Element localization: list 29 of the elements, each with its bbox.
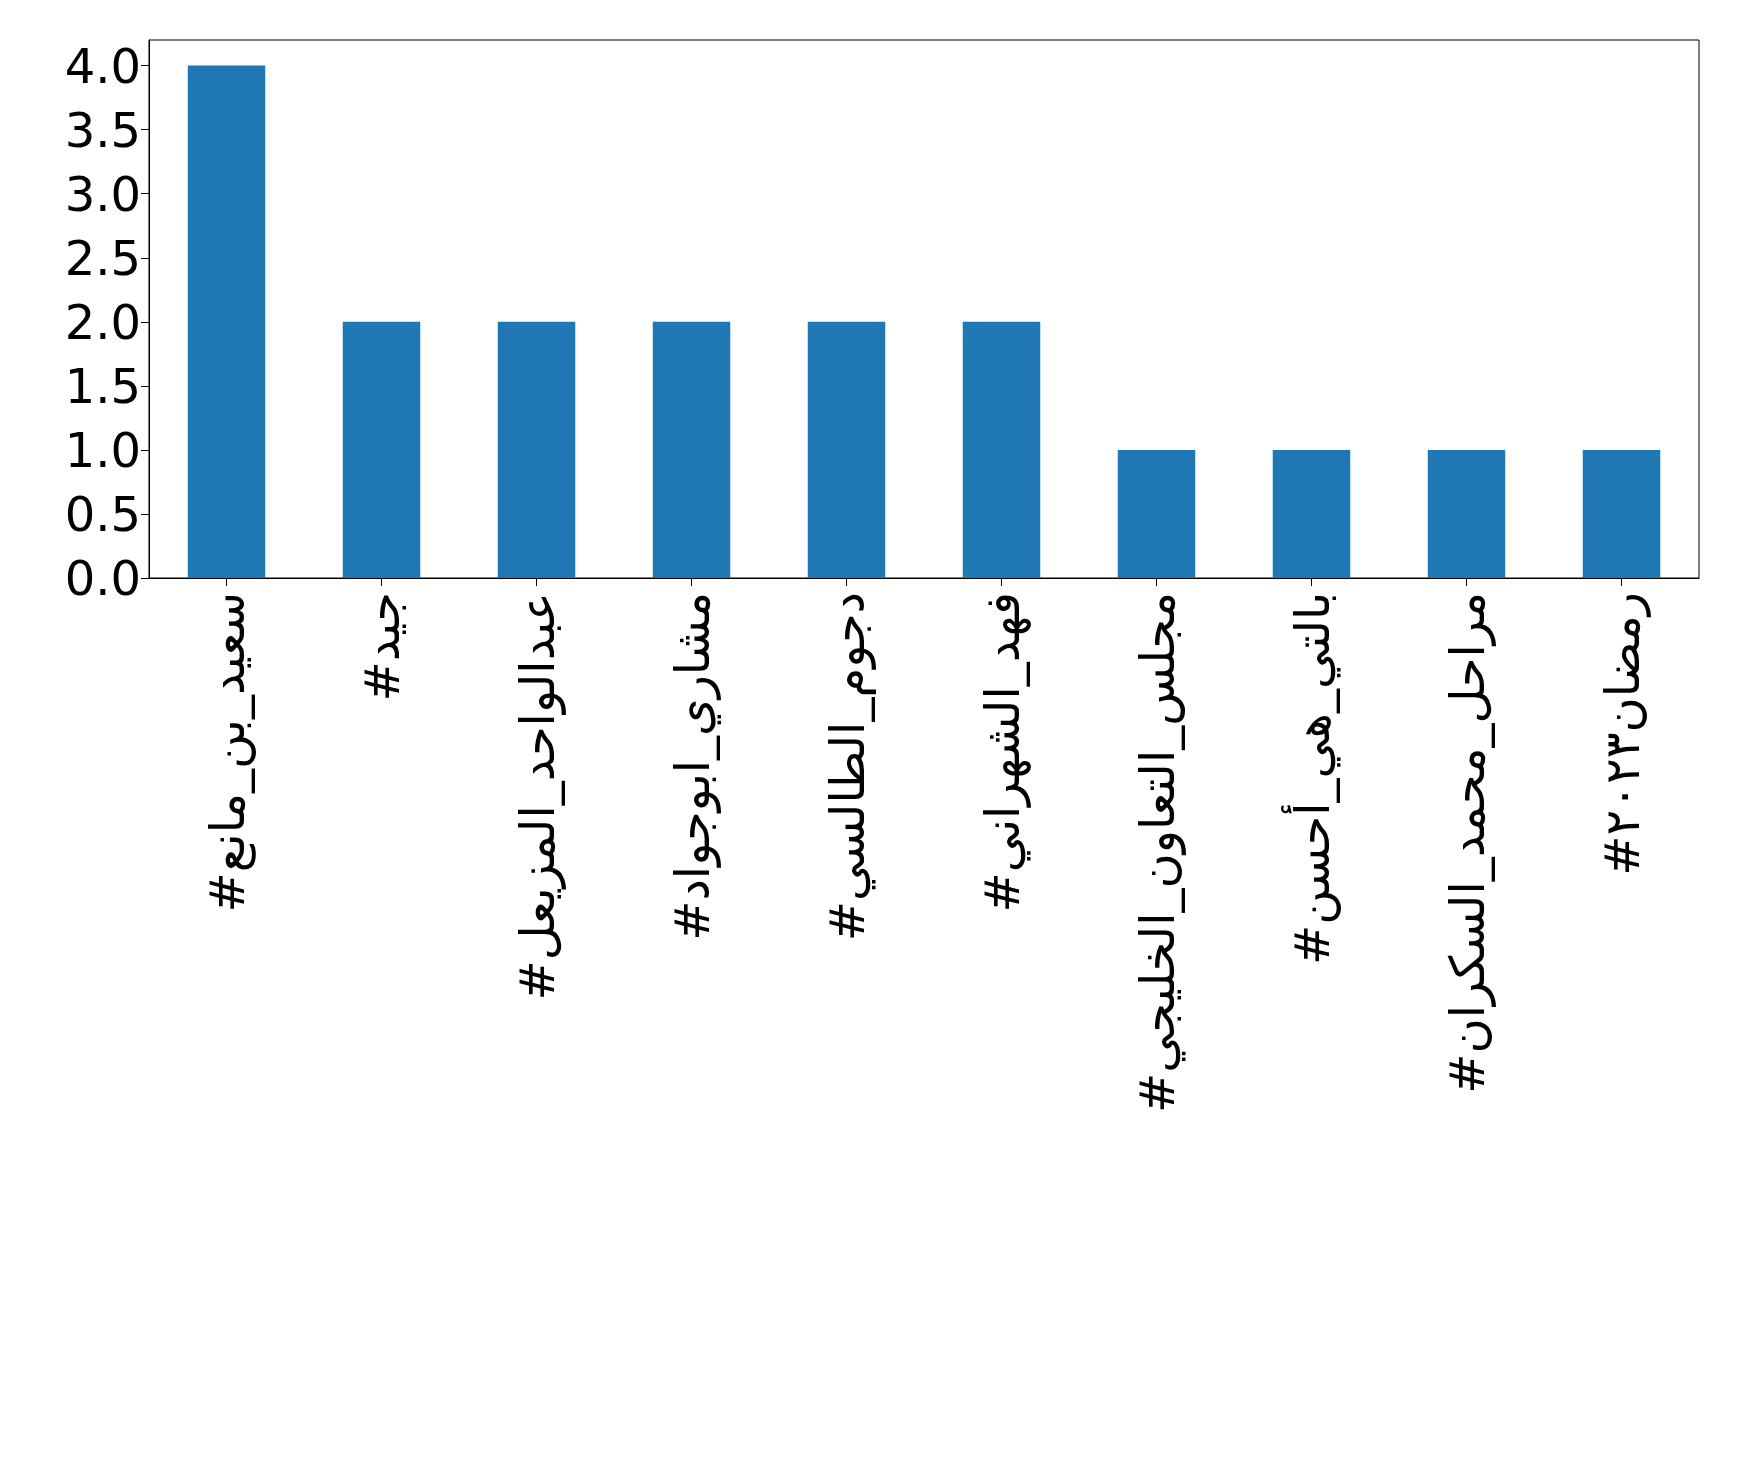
x-tick-label: #مراحل_محمد_السكران xyxy=(1438,592,1496,1094)
y-tick-label: 0.5 xyxy=(64,485,141,542)
bar xyxy=(1427,449,1506,578)
y-tick-label: 4.0 xyxy=(64,37,141,94)
bar xyxy=(187,65,266,578)
bar xyxy=(497,321,576,578)
y-tick-label: 3.0 xyxy=(64,165,141,222)
x-tick-label: #جيد xyxy=(353,592,410,702)
x-tick-label: #بالتي_هي_أحسن xyxy=(1280,592,1341,966)
x-tick-label: #عبدالواحد_المزيعل xyxy=(508,592,566,1001)
x-tick-label: #دجوم_الطالسي xyxy=(818,592,876,942)
bar xyxy=(1272,449,1351,578)
x-tick-label: #رمضان٢٠٢٣ xyxy=(1593,592,1651,876)
y-tick-label: 1.0 xyxy=(64,421,141,478)
y-tick-label: 2.0 xyxy=(64,293,141,350)
x-tick-label: #مجلس_التعاون_الخليجي xyxy=(1128,592,1186,1113)
x-tick-label: #فهد_الشهراني xyxy=(973,592,1031,913)
bar xyxy=(807,321,886,578)
y-tick-label: 3.5 xyxy=(64,101,141,158)
x-tick-label: #مشاري_ابوجواد xyxy=(663,592,721,941)
bar xyxy=(652,321,731,578)
x-tick-label: #سعيد_بن_مانع xyxy=(198,592,256,913)
bar xyxy=(962,321,1041,578)
bar xyxy=(1117,449,1196,578)
y-tick-label: 2.5 xyxy=(64,229,141,286)
y-tick-label: 0.0 xyxy=(64,550,141,606)
bar xyxy=(342,321,421,578)
y-tick-label: 1.5 xyxy=(64,357,141,414)
bar xyxy=(1582,449,1661,578)
